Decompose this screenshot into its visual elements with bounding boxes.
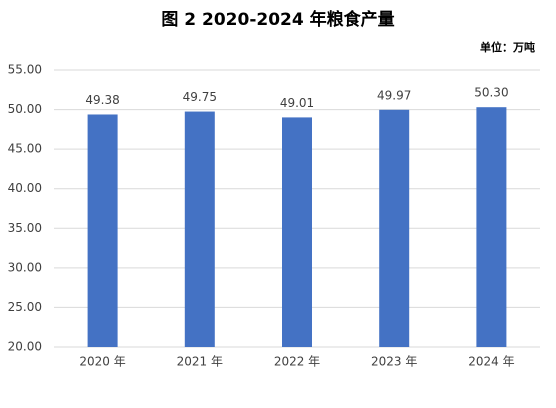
x-tick-label: 2021 年	[177, 355, 223, 369]
y-tick-label: 25.00	[8, 300, 42, 314]
y-tick-label: 30.00	[8, 260, 42, 274]
value-label: 49.75	[183, 90, 217, 104]
y-tick-label: 45.00	[8, 142, 42, 156]
x-tick-label: 2022 年	[274, 355, 320, 369]
bar	[476, 107, 507, 347]
x-tick-label: 2020 年	[79, 355, 125, 369]
bar	[87, 114, 118, 347]
bar	[184, 111, 215, 347]
value-label: 49.01	[280, 96, 314, 110]
bar	[379, 109, 410, 347]
value-label: 49.38	[85, 93, 119, 107]
x-tick-label: 2023 年	[371, 355, 417, 369]
value-label: 49.97	[377, 88, 411, 102]
chart-title: 图 2 2020-2024 年粮食产量	[161, 9, 394, 30]
unit-label: 单位：万吨	[480, 40, 535, 54]
y-tick-label: 20.00	[8, 340, 42, 354]
x-tick-label: 2024 年	[468, 355, 514, 369]
value-label: 50.30	[474, 86, 508, 100]
y-tick-label: 35.00	[8, 221, 42, 235]
y-tick-label: 55.00	[8, 63, 42, 77]
y-tick-label: 50.00	[8, 102, 42, 116]
bar	[282, 117, 312, 347]
y-tick-label: 40.00	[8, 181, 42, 195]
